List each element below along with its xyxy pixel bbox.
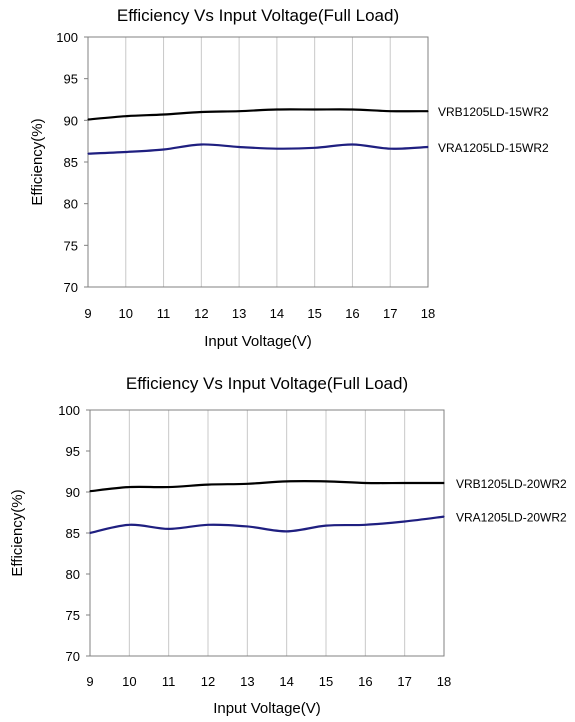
data-point: [125, 115, 127, 117]
series-label-2: VRA1205LD-20WR2: [456, 511, 567, 525]
data-point: [276, 108, 278, 111]
data-point: [87, 118, 89, 121]
x-tick-label: 13: [232, 306, 246, 321]
x-tick-label: 10: [122, 674, 136, 689]
data-point: [87, 153, 89, 155]
data-point: [389, 110, 391, 112]
data-point: [389, 148, 391, 150]
data-point: [168, 486, 170, 488]
x-tick-label: 14: [270, 306, 284, 321]
y-tick-label: 90: [66, 485, 80, 500]
x-axis-label: Input Voltage(V): [213, 700, 321, 717]
x-tick-label: 17: [397, 674, 411, 689]
y-tick-label: 80: [66, 567, 80, 582]
data-point: [207, 484, 209, 486]
data-point: [286, 480, 288, 482]
y-tick-label: 75: [64, 238, 78, 253]
data-point: [314, 147, 316, 149]
data-point: [427, 146, 429, 148]
data-point: [276, 148, 278, 150]
series-line-2: [89, 515, 445, 535]
x-tick-label: 17: [383, 306, 397, 321]
series-line-1: [89, 479, 444, 493]
data-point: [443, 516, 445, 518]
y-tick-label: 85: [64, 155, 78, 170]
chart-title: Efficiency Vs Input Voltage(Full Load): [117, 6, 399, 25]
y-tick-label: 95: [66, 444, 80, 459]
x-tick-label: 11: [157, 306, 171, 321]
series-label-1: VRB1205LD-15WR2: [438, 105, 549, 119]
data-point: [351, 143, 354, 146]
x-tick-label: 12: [194, 306, 208, 321]
x-tick-label: 15: [307, 306, 321, 321]
data-point: [200, 111, 202, 113]
y-axis-label: Efficiency(%): [9, 489, 26, 576]
chart-title: Efficiency Vs Input Voltage(Full Load): [126, 374, 408, 393]
data-point: [325, 480, 327, 482]
series-line-1: [87, 108, 429, 121]
x-axis-label: Input Voltage(V): [204, 333, 312, 350]
x-tick-label: 14: [279, 674, 293, 689]
series-label-2: VRA1205LD-15WR2: [438, 141, 549, 155]
data-point: [207, 524, 209, 526]
y-tick-label: 100: [56, 30, 78, 45]
data-point: [238, 110, 240, 112]
x-tick-label: 10: [119, 306, 133, 321]
data-point: [351, 108, 354, 111]
y-tick-label: 100: [58, 403, 80, 418]
plot-area: [89, 409, 445, 657]
y-tick-label: 95: [64, 72, 78, 87]
data-point: [246, 525, 248, 528]
plot-area: [87, 36, 429, 288]
data-point: [162, 113, 165, 116]
data-point: [404, 520, 406, 523]
data-point: [404, 482, 406, 484]
y-tick-label: 90: [64, 113, 78, 128]
x-tick-label: 13: [240, 674, 254, 689]
x-tick-label: 11: [162, 674, 176, 689]
data-point: [128, 486, 130, 488]
data-point: [125, 151, 127, 153]
data-point: [89, 532, 91, 534]
data-point: [162, 148, 165, 151]
y-tick-label: 75: [66, 608, 80, 623]
chart-2: 70 75 80 85 90 95 100 9 10 11 12 13 14 15 16 17 18 Effici…: [9, 374, 567, 717]
series-label-1: VRB1205LD-20WR2: [456, 477, 567, 491]
y-tick-label: 70: [64, 280, 78, 295]
x-tick-label: 12: [201, 674, 215, 689]
data-point: [325, 525, 327, 527]
x-tick-label: 16: [345, 306, 359, 321]
chart-1: 70 75 80 85 90 95 100 9 10 11 12 13 14 15 16 17 18 Effici…: [29, 6, 549, 350]
y-tick-label: 85: [66, 526, 80, 541]
data-point: [314, 108, 316, 111]
x-tick-label: 9: [84, 306, 91, 321]
y-tick-label: 70: [66, 649, 80, 664]
data-point: [286, 530, 288, 532]
y-axis-label: Efficiency(%): [29, 118, 46, 205]
y-tick-label: 80: [64, 197, 78, 212]
x-tick-label: 18: [437, 674, 451, 689]
data-point: [427, 110, 429, 112]
x-tick-label: 15: [319, 674, 333, 689]
x-tick-label: 18: [421, 306, 435, 321]
data-point: [89, 490, 91, 492]
x-tick-label: 9: [86, 674, 93, 689]
data-point: [443, 482, 445, 484]
data-point: [246, 483, 248, 485]
data-point: [200, 143, 202, 146]
data-point: [364, 524, 366, 526]
data-point: [168, 528, 170, 530]
x-tick-label: 16: [358, 674, 372, 689]
data-point: [238, 146, 240, 148]
data-point: [128, 524, 130, 526]
series-line-2: [87, 143, 429, 155]
data-point: [364, 482, 366, 484]
